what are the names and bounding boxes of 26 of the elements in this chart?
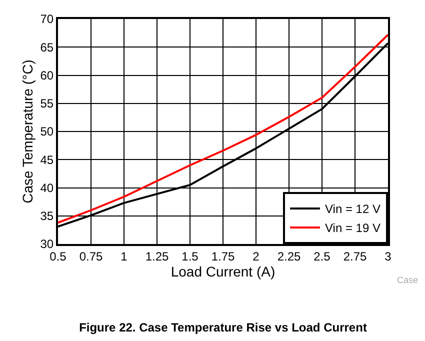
x-tick-label: 2.5: [314, 249, 331, 264]
y-tick-label: 60: [40, 68, 54, 82]
x-tick-label: 2.75: [343, 249, 367, 264]
x-axis-title: Load Current (A): [170, 263, 276, 280]
x-tick-label: 3: [384, 249, 392, 264]
x-tick-label: 0.75: [79, 249, 103, 264]
x-tick-label: 1.25: [145, 249, 169, 264]
y-tick-label: 45: [40, 152, 54, 167]
y-tick-label: 50: [40, 124, 54, 139]
x-tick-label: 1.5: [182, 249, 199, 264]
y-tick-label: 30: [40, 237, 54, 252]
y-tick-label: 55: [40, 96, 54, 111]
y-axis-title: Case Temperature (°C): [19, 60, 36, 204]
y-tick-label: 40: [40, 180, 54, 195]
y-tick-label: 70: [40, 12, 54, 26]
legend-label: Vin = 19 V: [325, 221, 380, 236]
y-tick-label: 65: [40, 40, 54, 54]
text: Figure 22. Case Temperature Rise vs Load Current: [79, 320, 367, 335]
y-tick-label: 35: [40, 209, 54, 224]
x-tick-label: 1.75: [211, 249, 235, 264]
x-tick-label: 0.5: [50, 249, 67, 264]
x-tick-label: 2: [252, 249, 260, 264]
x-tick-label: 2.25: [277, 249, 301, 264]
text: Case: [397, 275, 418, 285]
legend-label: Vin = 12 V: [325, 202, 380, 216]
x-tick-label: 1: [120, 249, 128, 264]
